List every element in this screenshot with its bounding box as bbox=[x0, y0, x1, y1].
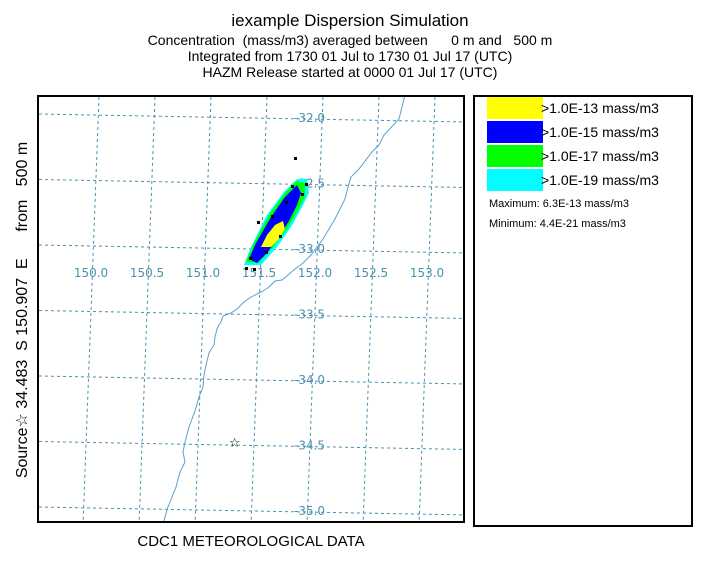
parallel-line bbox=[39, 441, 463, 450]
meridian-line bbox=[362, 97, 380, 521]
legend-item-1e-15: >1.0E-15 mass/m3 bbox=[487, 121, 687, 143]
legend-label: >1.0E-13 mass/m3 bbox=[541, 100, 659, 116]
legend-label: >1.0E-19 mass/m3 bbox=[541, 172, 659, 188]
parallel-line bbox=[39, 506, 463, 516]
subtitle-integration: Integrated from 1730 01 Jul to 1730 01 J… bbox=[187, 48, 513, 64]
meridian-line bbox=[82, 97, 100, 521]
lat-lon-grid: 150.0 150.5 151.0 151.5 152.0 152.5 153.0 -32.0… bbox=[39, 97, 463, 521]
longitude-label: 151.0 bbox=[186, 266, 220, 280]
star-icon: ☆ bbox=[229, 436, 241, 451]
minimum-value: Minimum: 4.4E-21 mass/m3 bbox=[489, 218, 626, 230]
parallel-line bbox=[39, 113, 463, 123]
meteorological-data-label: CDC1 METEOROLOGICAL DATA bbox=[137, 533, 365, 550]
latitude-label: -33.0 bbox=[294, 242, 325, 256]
legend-item-1e-19: >1.0E-19 mass/m3 bbox=[487, 169, 687, 191]
longitude-label: 152.5 bbox=[354, 266, 388, 280]
longitude-label: 153.0 bbox=[410, 266, 444, 280]
legend-label: >1.0E-15 mass/m3 bbox=[541, 124, 659, 140]
concentration-plume bbox=[244, 157, 309, 271]
maximum-value: Maximum: 6.3E-13 mass/m3 bbox=[489, 198, 629, 210]
legend-swatch bbox=[487, 121, 543, 143]
parallel-line bbox=[39, 244, 463, 254]
latitude-label: -32.0 bbox=[294, 111, 325, 125]
coastline bbox=[163, 97, 406, 521]
meridian-line bbox=[250, 97, 268, 521]
title-block: iexample Dispersion Simulation Concentra… bbox=[0, 10, 700, 80]
legend-swatch bbox=[487, 169, 543, 191]
latitude-label: -35.0 bbox=[294, 504, 325, 518]
parallel-line bbox=[39, 375, 463, 385]
map-panel[interactable]: 150.0 150.5 151.0 151.5 152.0 152.5 153.0 -32.0… bbox=[37, 95, 465, 523]
map-canvas[interactable]: 150.0 150.5 151.0 151.5 152.0 152.5 153.0 -32.0… bbox=[39, 97, 465, 523]
longitude-label: 152.0 bbox=[298, 266, 332, 280]
longitude-label: 150.5 bbox=[130, 266, 164, 280]
legend-panel: >1.0E-13 mass/m3 >1.0E-15 mass/m3 >1.0E-… bbox=[473, 95, 693, 527]
source-location-label: Source☆ 34.483 S 150.907 E from 500 m bbox=[14, 141, 31, 479]
parallel-line bbox=[39, 179, 463, 188]
legend-label: >1.0E-17 mass/m3 bbox=[541, 148, 659, 164]
longitude-label: 151.5 bbox=[242, 266, 276, 280]
subtitle-release: HAZM Release started at 0000 01 Jul 17 (… bbox=[202, 64, 498, 80]
subtitle-concentration: Concentration (mass/m3) averaged between… bbox=[147, 32, 553, 48]
legend-swatch bbox=[487, 145, 543, 167]
latitude-label: -33.5 bbox=[294, 308, 325, 322]
map-title: iexample Dispersion Simulation bbox=[231, 11, 469, 30]
legend-item-1e-13: >1.0E-13 mass/m3 bbox=[487, 97, 687, 119]
latitude-label: -34.5 bbox=[294, 439, 325, 453]
longitude-label: 150.0 bbox=[74, 266, 108, 280]
meridian-line bbox=[194, 97, 212, 521]
legend-item-1e-17: >1.0E-17 mass/m3 bbox=[487, 145, 687, 167]
meridian-line bbox=[306, 97, 324, 521]
meridian-line bbox=[138, 97, 156, 521]
latitude-label: -34.0 bbox=[294, 373, 325, 387]
parallel-line bbox=[39, 310, 463, 319]
legend-swatch bbox=[487, 97, 543, 119]
meridian-line bbox=[418, 97, 436, 521]
